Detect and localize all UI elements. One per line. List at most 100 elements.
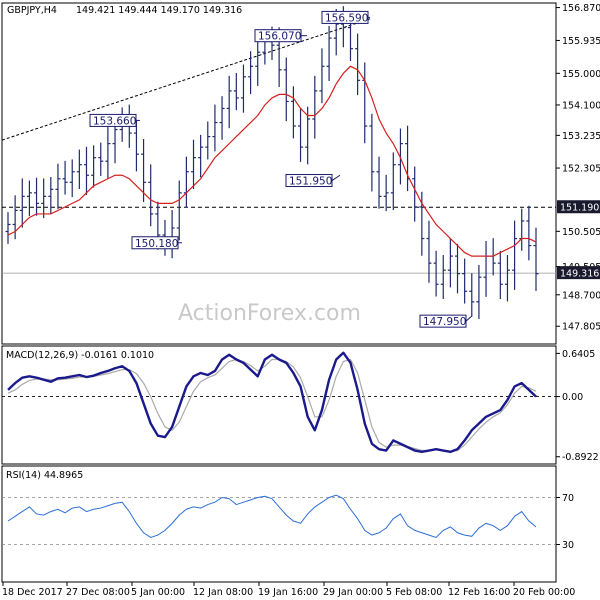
price-bar — [212, 104, 218, 152]
price-bar — [233, 72, 239, 111]
callout-label: 156.590 — [325, 12, 368, 24]
price-tag-label: 149.316 — [560, 269, 599, 280]
callout-box — [285, 174, 333, 188]
price-bar — [83, 146, 89, 195]
callout-leader — [465, 315, 473, 322]
macd-title: MACD(12,26,9) -0.0161 0.1010 — [6, 350, 154, 361]
rsi-tick-label: 30 — [562, 540, 574, 551]
price-bar — [34, 177, 40, 216]
price-tick-label: 147.805 — [562, 322, 600, 333]
callout-box — [419, 314, 467, 328]
x-tick-label: 29 Jan 00:00 — [323, 587, 383, 598]
price-bar — [290, 86, 296, 139]
price-callout: 156.590 — [321, 10, 370, 24]
price-tick-label: 148.700 — [562, 290, 600, 301]
sma-line — [7, 65, 537, 257]
price-bar — [62, 160, 68, 195]
rsi-tick-label: 70 — [562, 493, 574, 504]
macd-tick-label: -0.8922 — [562, 452, 599, 463]
price-bar — [298, 108, 304, 162]
price-bar — [48, 177, 54, 214]
price-tick-label: 153.235 — [562, 131, 600, 142]
price-callout: 153.660 — [89, 113, 140, 127]
price-bar — [26, 180, 32, 217]
panel-frame — [1, 465, 557, 583]
price-bar — [219, 96, 225, 140]
price-callout: 156.070 — [254, 29, 307, 43]
x-tick-label: 27 Dec 08:00 — [66, 587, 130, 598]
price-bar — [512, 220, 518, 290]
price-bar — [141, 139, 147, 202]
price-bar — [283, 57, 289, 122]
price-bar — [98, 142, 104, 176]
x-axis: 18 Dec 2017 27 Dec 08:00 5 Jan 00:00 12 Jan… — [2, 582, 575, 598]
price-bar — [462, 258, 468, 304]
price-tick-label: 152.305 — [562, 164, 600, 175]
header-ohlc: 149.421 149.444 149.170 149.316 — [76, 5, 242, 16]
callout-label: 150.180 — [135, 238, 178, 250]
callout-label: 153.660 — [93, 115, 136, 127]
price-bar — [205, 121, 211, 160]
x-tick-label: 19 Jan 16:00 — [258, 587, 318, 598]
panel-frame — [1, 345, 557, 465]
price-callout: 147.950 — [419, 314, 473, 328]
price-bar — [319, 48, 325, 104]
price-bar — [433, 250, 439, 297]
price-panel: 156.870 155.935 155.000 154.100 153.235 152.3… — [1, 2, 600, 345]
price-bar — [355, 33, 361, 96]
price-bar — [469, 273, 475, 317]
price-bar — [440, 255, 446, 300]
header-symbol: GBPJPY,H4 — [7, 5, 57, 16]
price-tag-label: 151.190 — [560, 203, 599, 214]
price-bar — [91, 145, 97, 188]
price-bar — [148, 164, 154, 227]
price-bar — [455, 243, 461, 294]
price-bar — [19, 178, 25, 228]
price-bar — [526, 205, 532, 261]
price-bar — [41, 178, 47, 219]
price-bar — [390, 152, 396, 211]
rsi-title: RSI(14) 44.8965 — [6, 470, 83, 481]
price-tick-label: 150.505 — [562, 227, 600, 238]
callout-label: 147.950 — [423, 316, 466, 328]
price-bar — [133, 120, 139, 172]
price-bar — [447, 238, 453, 288]
macd-panel: 0.6405 0.00 -0.8922 — [1, 345, 599, 465]
x-tick-label: 12 Jan 08:00 — [193, 587, 253, 598]
rsi-panel: 70 30 — [1, 465, 574, 583]
price-bar — [69, 159, 75, 198]
price-bar — [5, 212, 11, 244]
x-tick-label: 5 Jan 00:00 — [131, 587, 185, 598]
callout-box — [321, 10, 369, 24]
price-tag — [557, 266, 600, 280]
x-tick-label: 12 Feb 16:00 — [448, 587, 510, 598]
price-bar — [326, 25, 332, 82]
price-callout: 151.950 — [285, 174, 341, 188]
panel-frame — [1, 2, 557, 345]
callout-label: 151.950 — [289, 176, 332, 188]
callout-box — [254, 29, 302, 43]
macd-tick-label: 0.6405 — [562, 349, 595, 360]
price-bar — [376, 156, 382, 209]
price-bar — [248, 51, 254, 95]
price-bar — [305, 106, 311, 165]
price-bar — [476, 264, 482, 320]
price-bar — [312, 75, 318, 139]
price-bar — [76, 149, 82, 189]
price-bar — [533, 227, 539, 291]
rsi-line — [7, 494, 537, 539]
price-bar — [497, 250, 503, 300]
callout-leader — [331, 174, 341, 181]
price-bar — [55, 163, 61, 210]
price-bar — [198, 134, 204, 178]
price-bar — [226, 75, 232, 129]
callout-box — [89, 113, 137, 127]
price-tick-label: 154.100 — [562, 100, 600, 111]
price-bar — [255, 34, 261, 86]
price-bar — [191, 139, 197, 189]
price-tick-label: 156.870 — [562, 3, 600, 14]
price-tag — [557, 200, 600, 214]
price-bar — [383, 174, 389, 212]
